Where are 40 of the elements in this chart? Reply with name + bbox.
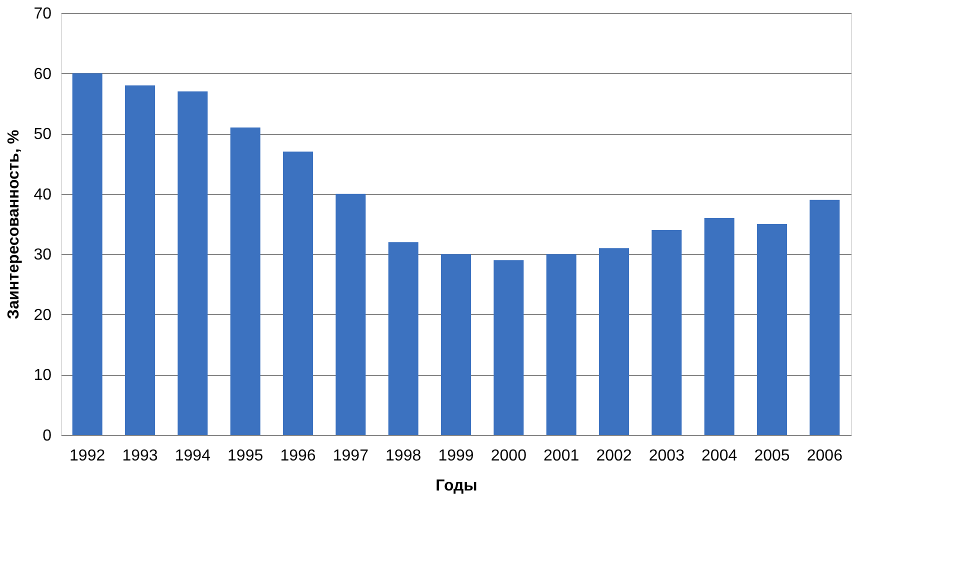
y-tick-label: 10 xyxy=(34,367,52,384)
x-tick-label: 1999 xyxy=(438,448,474,464)
bar xyxy=(757,224,787,435)
x-tick-label: 1994 xyxy=(174,448,211,464)
y-tick-label: 40 xyxy=(34,186,52,204)
bar xyxy=(178,91,208,435)
x-axis-title: Годы xyxy=(436,478,478,494)
bar xyxy=(810,200,840,435)
y-tick-label: 20 xyxy=(34,306,52,324)
x-tick-label: 2002 xyxy=(596,448,632,464)
bar xyxy=(599,248,629,435)
x-tick-label: 1992 xyxy=(70,448,106,464)
y-axis-title: Заинтересованность, % xyxy=(6,130,23,320)
x-tick-label: 1993 xyxy=(122,448,158,464)
bar xyxy=(336,194,366,435)
x-tick-label: 1996 xyxy=(280,448,316,464)
bar xyxy=(72,73,102,435)
y-tick-label: 60 xyxy=(34,66,52,83)
y-tick-label: 70 xyxy=(34,6,52,22)
bar xyxy=(546,254,576,435)
bar xyxy=(283,152,313,435)
bar xyxy=(125,85,155,435)
bar xyxy=(704,218,734,435)
x-tick-label: 2005 xyxy=(754,448,790,464)
x-tick-label: 2006 xyxy=(806,448,843,464)
x-tick-label: 2004 xyxy=(702,448,738,464)
y-tick-label: 30 xyxy=(34,246,52,264)
x-tick-label: 2001 xyxy=(544,448,580,464)
bar xyxy=(494,260,524,435)
bar xyxy=(441,254,471,435)
bar xyxy=(230,128,260,435)
x-tick-label: 1995 xyxy=(228,448,264,464)
x-tick-label: 1997 xyxy=(332,448,369,464)
bar xyxy=(652,230,682,435)
x-tick-label: 2000 xyxy=(490,448,527,464)
y-tick-label: 0 xyxy=(42,428,52,444)
y-tick-label: 50 xyxy=(34,126,52,144)
bar xyxy=(388,242,418,435)
x-tick-label: 1998 xyxy=(386,448,422,464)
x-tick-label: 2003 xyxy=(648,448,685,464)
